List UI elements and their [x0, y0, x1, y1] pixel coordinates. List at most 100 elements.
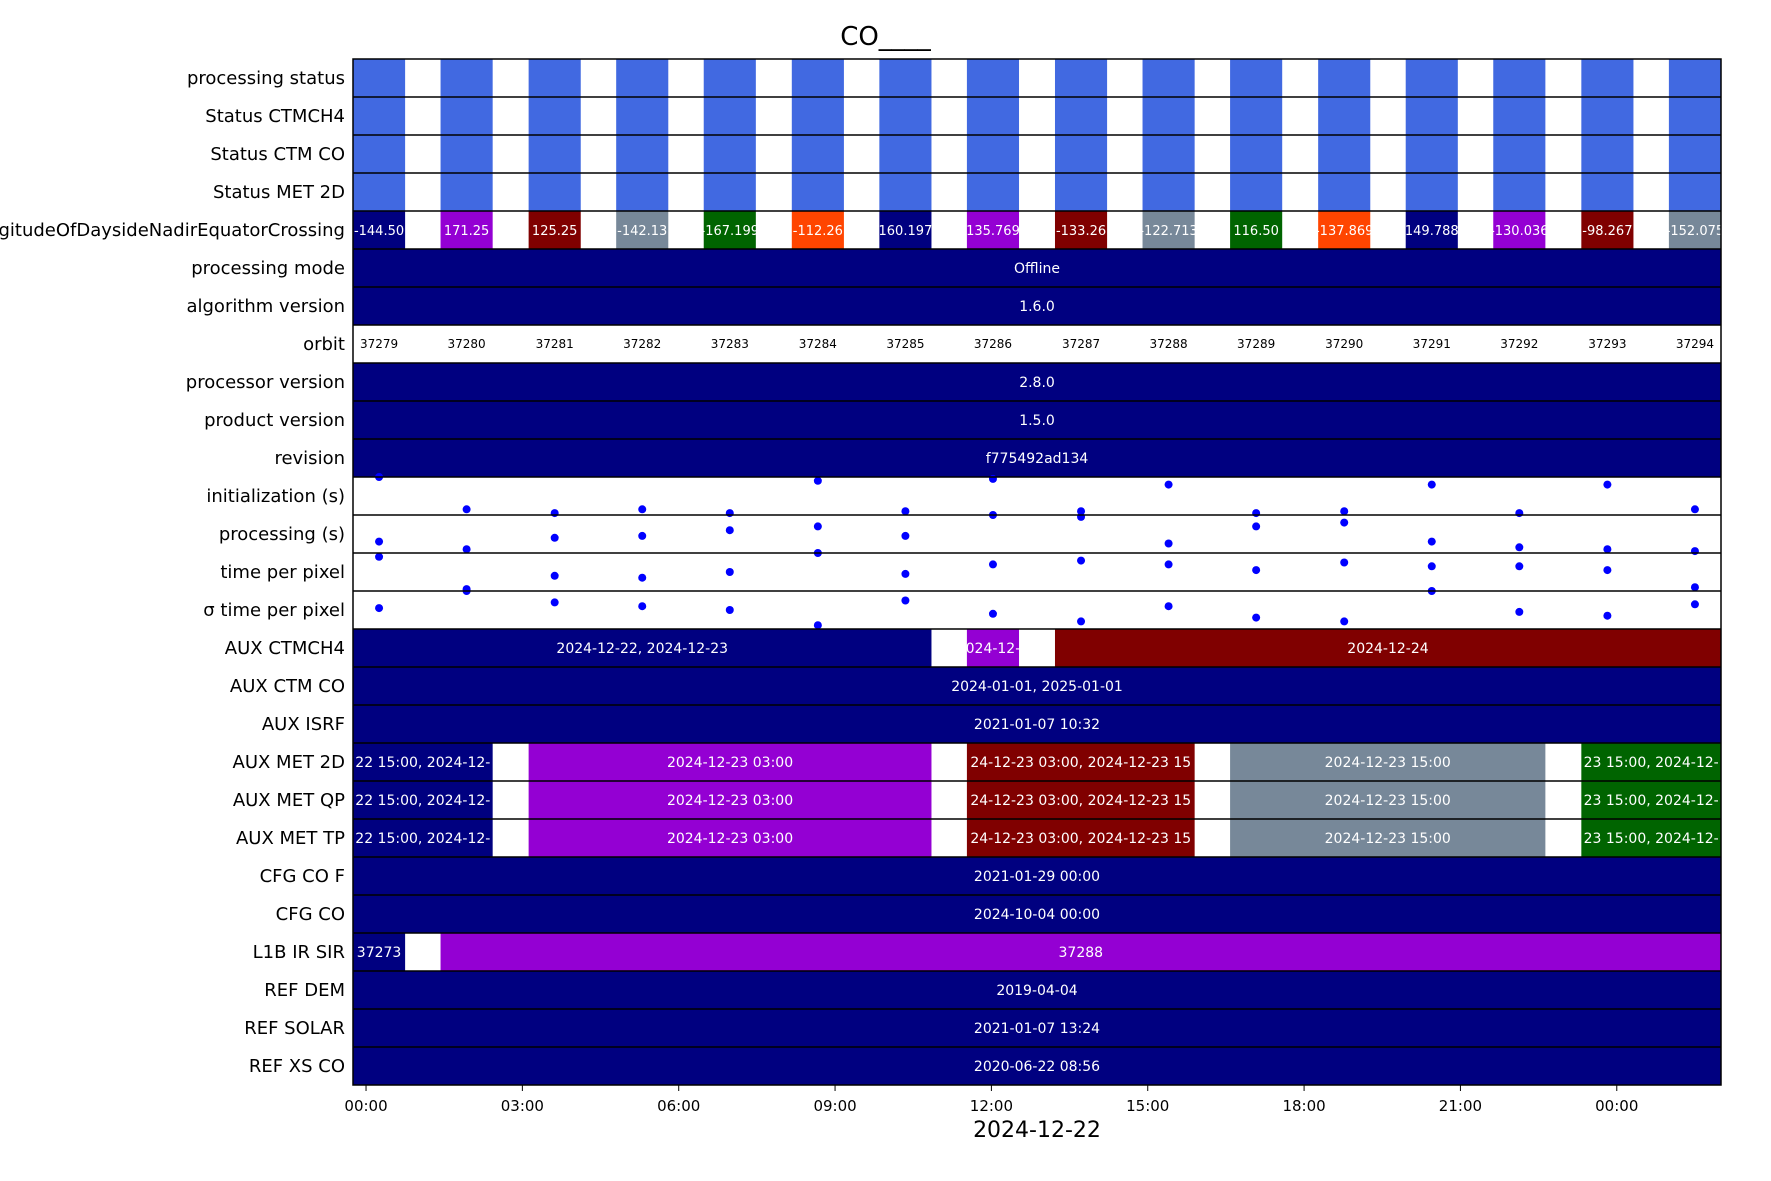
orbit-number-label: 37289 — [1237, 337, 1275, 351]
status-bar — [1054, 173, 1108, 211]
row-label: Status CTM CO — [210, 144, 345, 165]
status-bar — [966, 173, 1020, 211]
data-point — [1690, 600, 1699, 609]
orbit-value-label: 125.25 — [532, 224, 578, 239]
span-bar — [528, 743, 932, 781]
status-bar — [440, 97, 493, 135]
orbit-number-label: 37292 — [1500, 337, 1538, 351]
row-label: CFG CO F — [260, 866, 345, 887]
row-processing-mode: Offline — [353, 249, 1721, 287]
orbit-value-label: -137.869 — [1315, 224, 1373, 239]
row-algorithm-version: 1.6.0 — [353, 287, 1721, 325]
data-point — [1603, 566, 1612, 575]
status-bar — [440, 135, 493, 173]
span-label: 2024-01-01, 2025-01-01 — [951, 679, 1123, 695]
row-aux-met-tp: 22 15:00, 2024-12- 2024-12-23 03:00 24-12-… — [353, 819, 1721, 857]
status-bar — [1668, 97, 1721, 135]
status-bar — [1493, 135, 1546, 173]
status-bar — [1581, 59, 1634, 97]
span-bar — [1230, 819, 1546, 857]
status-bar — [440, 59, 493, 97]
data-point — [901, 507, 910, 516]
data-point — [375, 552, 384, 561]
orbit-number-label: 37294 — [1676, 337, 1714, 351]
span-label: 22 15:00, 2024-12- — [355, 793, 490, 809]
orbit-number-label: 37290 — [1325, 337, 1363, 351]
row-label: Status MET 2D — [213, 182, 345, 203]
status-bar — [1054, 59, 1108, 97]
span-bar — [353, 667, 1721, 705]
data-point — [988, 474, 997, 483]
orbit-value-bar — [703, 211, 756, 249]
span-label: 2024-12-22, 2024-12-23 — [556, 641, 728, 657]
orbit-value-label: -142.13 — [617, 224, 667, 239]
status-bar — [616, 135, 669, 173]
status-bar — [353, 173, 406, 211]
orbit-value-label: -130.036 — [1490, 224, 1548, 239]
row-label: AUX MET QP — [233, 790, 345, 811]
row-aux-met-qp: 22 15:00, 2024-12- 2024-12-23 03:00 24-12-… — [353, 781, 1721, 819]
status-bar — [1318, 135, 1371, 173]
data-point — [1340, 558, 1349, 567]
data-point — [1252, 613, 1261, 622]
row-label: AUX MET TP — [236, 828, 345, 849]
data-point — [1603, 611, 1612, 620]
span-label: 23 15:00, 2024-12- — [1584, 793, 1719, 809]
status-bar — [1230, 59, 1283, 97]
x-tick-label: 09:00 — [813, 1097, 856, 1115]
data-point — [1690, 583, 1699, 592]
data-point — [1164, 602, 1173, 611]
status-bar — [703, 173, 756, 211]
row-processing-status — [353, 59, 1721, 97]
orbit-value-bar — [966, 211, 1020, 249]
data-point — [1690, 547, 1699, 556]
status-bar — [1493, 173, 1546, 211]
orbit-value-bar — [1054, 211, 1108, 249]
span-label: 1.6.0 — [1019, 299, 1055, 315]
span-bar — [353, 249, 1721, 287]
orbit-value-bar — [1668, 211, 1721, 249]
status-bar — [1581, 135, 1634, 173]
row-label: AUX CTMCH4 — [225, 638, 345, 659]
x-tick-label: 00:00 — [344, 1097, 387, 1115]
data-point — [1515, 509, 1524, 518]
orbit-value-label: -98.267 — [1582, 224, 1632, 239]
x-tick-label: 12:00 — [970, 1097, 1013, 1115]
data-point — [813, 621, 822, 630]
status-bar — [1054, 97, 1108, 135]
row-longitudeofdaysidenadirequatorcrossing: -144.50 171.25 125.25 -142.13 -167.199 -112.2… — [353, 211, 1721, 249]
status-bar — [1230, 135, 1283, 173]
plot-frame — [352, 58, 1722, 1086]
row-label: σ time per pixel — [203, 600, 345, 621]
row-label: revision — [274, 448, 345, 469]
row-initialization-s — [375, 473, 1699, 518]
status-bar — [1405, 97, 1458, 135]
data-point — [1340, 617, 1349, 626]
span-bar — [353, 781, 493, 819]
data-point — [1164, 480, 1173, 489]
span-label: 2024-12-24 — [1347, 641, 1428, 657]
orbit-number-label: 37284 — [799, 337, 837, 351]
data-point — [638, 573, 647, 582]
span-label: 24-12-23 03:00, 2024-12-23 15 — [970, 793, 1191, 809]
row-label: AUX ISRF — [262, 714, 345, 735]
plot-area: -144.50 171.25 125.25 -142.13 -167.199 -112.2… — [353, 59, 1721, 1085]
row-aux-met-2d: 22 15:00, 2024-12- 2024-12-23 03:00 24-12-… — [353, 743, 1721, 781]
row-ref-xs-co: 2020-06-22 08:56 — [353, 1047, 1721, 1085]
status-bar — [1142, 173, 1195, 211]
x-tick-label: 21:00 — [1439, 1097, 1482, 1115]
row-label: CFG CO — [276, 904, 345, 925]
status-bar — [353, 59, 406, 97]
orbit-value-label: -167.199 — [701, 224, 759, 239]
data-point — [1252, 509, 1261, 518]
row-status-ctmch4 — [353, 97, 1721, 135]
row-orbit: 37279 37280 37281 37282 37283 37284 37285 37286… — [360, 337, 1714, 351]
status-bar — [1318, 97, 1371, 135]
orbit-value-bar — [879, 211, 932, 249]
status-bar — [1405, 135, 1458, 173]
span-bar — [353, 287, 1721, 325]
status-bar — [528, 59, 581, 97]
data-point — [1515, 543, 1524, 552]
status-bar — [440, 173, 493, 211]
row-label: REF DEM — [264, 980, 345, 1001]
